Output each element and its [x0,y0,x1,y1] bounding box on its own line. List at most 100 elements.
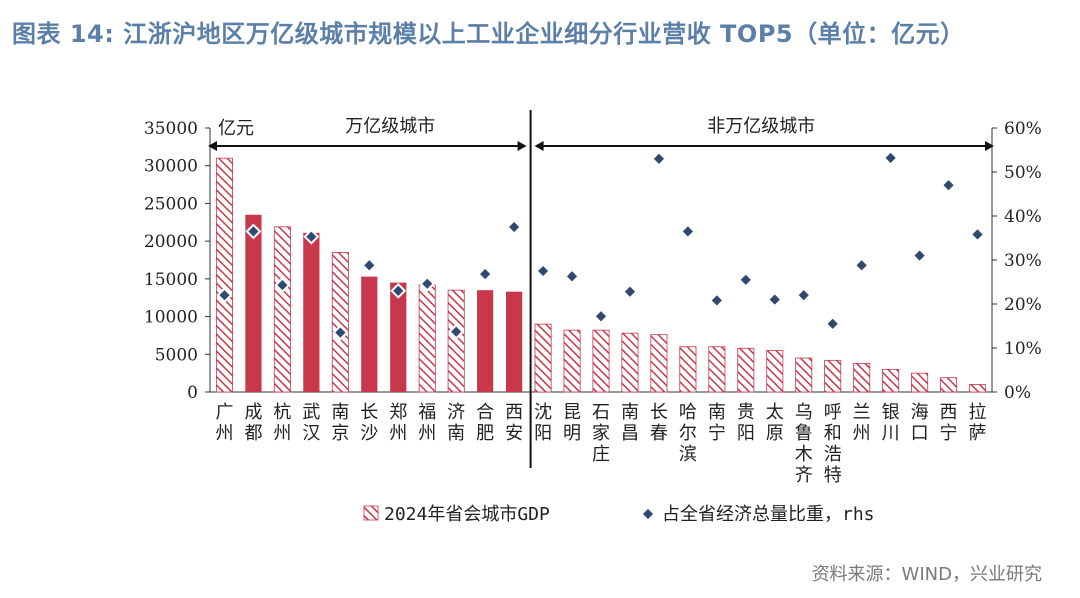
right-tick-label: 20% [1004,295,1042,315]
marker-长沙 [361,257,378,274]
bar-济南 [447,289,465,393]
bar-兰州 [853,362,871,393]
bar-广州 [215,157,233,393]
bar-哈尔滨 [679,346,697,393]
bar-石家庄 [592,329,610,393]
marker-西安 [506,219,523,235]
bar-杭州 [273,226,291,393]
bar-福州 [418,284,436,393]
marker-武汉 [303,228,320,245]
category-label: 南宁 [708,402,726,444]
marker-西宁 [940,177,957,194]
category-label: 西安 [505,402,523,444]
left-tick-label: 35000 [144,119,198,139]
category-label: 南昌 [621,402,639,444]
category-label: 兰州 [853,402,871,444]
right-tick-label: 40% [1004,207,1042,227]
category-label: 西宁 [940,402,958,444]
marker-南京 [332,324,349,341]
bar-长春 [650,334,668,393]
marker-合肥 [477,266,494,282]
marker-沈阳 [535,263,551,279]
bar-南宁 [708,346,726,393]
legend-swatch-bar [363,505,379,521]
marker-石家庄 [593,308,609,325]
marker-郑州 [390,282,407,299]
bar-沈阳 [534,323,552,393]
category-label: 广州 [215,402,233,444]
category-label: 南京 [331,402,349,444]
category-label: 太原 [766,402,784,444]
right-tick-label: 0% [1004,383,1031,403]
category-label: 银川 [882,402,900,444]
group-label: 万亿级城市 [345,116,435,137]
plot-area: 0 5000 10000 15000 20000 25000 30000 35000 0% 10%… [144,110,1042,486]
category-label: 乌鲁木齐 [795,402,813,486]
category-label: 武汉 [302,402,320,444]
left-tick-label: 5000 [155,345,198,365]
marker-南昌 [622,283,638,300]
marker-福州 [419,275,436,292]
category-label: 济南 [447,402,465,444]
category-label: 合肥 [476,402,494,444]
group-arrow-2-head-right [985,141,994,151]
marker-南宁 [708,292,725,309]
category-label: 石家庄 [592,402,610,465]
marker-杭州 [274,277,291,293]
category-label: 成都 [244,402,262,444]
marker-海口 [911,247,928,264]
legend-label: 2024年省会城市GDP [384,504,550,525]
category-label: 长春 [650,402,668,444]
marker-拉萨 [969,226,986,243]
bar-拉萨 [969,384,987,393]
legend-label: 占全省经济总量比重，rhs [662,504,875,525]
left-tick-label: 15000 [144,270,198,290]
category-label: 海口 [911,402,929,444]
marker-太原 [766,291,783,308]
bar-郑州 [390,282,407,392]
source-note: 资料来源：WIND，兴业研究 [811,564,1042,585]
category-label: 昆明 [563,402,581,444]
right-tick-label: 30% [1004,251,1042,271]
category-label: 呼和浩特 [824,402,842,486]
bar-海口 [911,372,929,393]
category-label: 杭州 [273,402,291,444]
bar-太原 [766,350,784,393]
bar-西安 [506,291,523,392]
unit-label: 亿元 [218,118,254,139]
bar-成都 [245,214,262,392]
legend-swatch-marker [640,506,656,522]
bar-南昌 [621,332,639,393]
marker-广州 [216,287,233,304]
marker-长春 [651,150,667,167]
bar-武汉 [303,232,320,392]
marker-呼和浩特 [824,315,841,332]
category-label: 沈阳 [534,402,552,444]
bar-呼和浩特 [824,359,842,393]
group-arrow-2-head-left [534,141,544,151]
right-tick-label: 50% [1004,163,1042,183]
left-tick-label: 20000 [144,232,198,252]
marker-济南 [448,323,465,340]
category-label: 哈尔滨 [679,402,697,465]
chart-title: 图表 14: 江浙沪地区万亿级城市规模以上工业企业细分行业营收 TOP5（单位：… [12,20,965,48]
marker-成都 [245,223,262,240]
category-label: 拉萨 [969,402,987,444]
left-tick-label: 0 [187,383,198,403]
marker-昆明 [564,268,580,285]
marker-贵阳 [737,271,754,288]
category-label: 长沙 [360,402,378,444]
left-tick-label: 30000 [144,157,198,177]
left-tick-label: 10000 [144,308,198,328]
bar-乌鲁木齐 [795,357,813,393]
group-arrow-1-head-left [208,141,217,151]
marker-兰州 [853,257,870,274]
category-label: 郑州 [389,402,407,444]
marker-银川 [882,150,899,166]
left-tick-label: 25000 [144,194,198,214]
bar-南京 [331,252,349,393]
marker-乌鲁木齐 [795,287,812,304]
marker-哈尔滨 [679,223,696,240]
group-arrow-1-head-right [517,141,527,151]
